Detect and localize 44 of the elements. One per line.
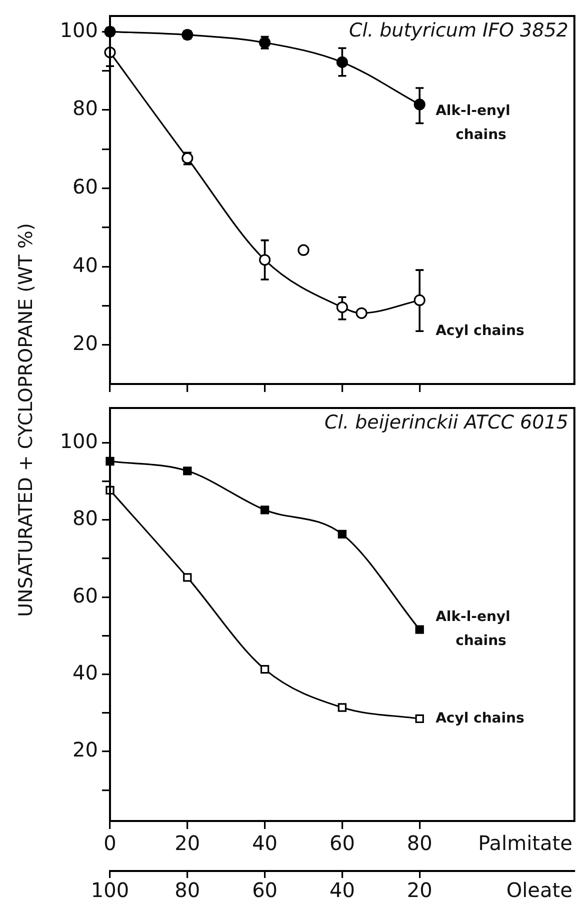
x-tick-label: 80 <box>406 831 432 856</box>
x2-tick-label: 80 <box>174 878 200 902</box>
series-label: Alk-l-enyl chains <box>436 609 510 650</box>
point <box>414 98 426 110</box>
x2-tick-label: 60 <box>252 878 278 902</box>
y-tick-label: 20 <box>72 331 98 356</box>
point <box>356 307 368 319</box>
x-axis-title: Palmitate <box>478 831 572 856</box>
point <box>338 530 347 539</box>
x-tick-label: 20 <box>174 831 200 856</box>
y-tick-label: 60 <box>72 174 98 198</box>
series-label: Acyl chains <box>436 710 524 726</box>
x2-tick-label: 100 <box>90 878 130 902</box>
point <box>260 664 270 674</box>
chart-title: Cl. butyricum IFO 3852 <box>348 19 568 42</box>
y-tick-label: 80 <box>72 506 98 530</box>
y-tick-label: 100 <box>60 428 98 453</box>
point <box>336 56 348 68</box>
x-tick-label: 60 <box>329 831 355 856</box>
x2-tick-label: 20 <box>406 878 432 902</box>
point <box>415 714 424 724</box>
y-axis-title: UNSATURATED + CYCLOPROPANE (WT %) <box>15 223 37 617</box>
y-tick-label: 40 <box>72 660 98 685</box>
x2-tick-label: 40 <box>329 878 355 902</box>
point <box>415 625 424 634</box>
x-tick-label: 0 <box>104 831 116 856</box>
point <box>414 294 426 306</box>
point <box>183 573 192 582</box>
point <box>298 244 310 256</box>
x-tick-label: 40 <box>252 831 278 856</box>
point <box>260 506 270 514</box>
point <box>259 254 271 266</box>
series-label: Acyl chains <box>436 322 524 339</box>
point <box>183 466 192 476</box>
point <box>338 703 347 712</box>
chart-title: Cl. beijerinckii ATCC 6015 <box>324 411 568 434</box>
series-label: Alk-l-enyl chains <box>436 102 510 143</box>
y-tick-label: 80 <box>72 96 98 120</box>
y-tick-label: 20 <box>72 738 98 762</box>
y-tick-label: 40 <box>72 252 98 277</box>
point <box>336 301 348 314</box>
y-tick-label: 60 <box>72 583 98 608</box>
x2-axis-title: Oleate <box>506 878 572 902</box>
y-tick-label: 100 <box>60 18 98 42</box>
